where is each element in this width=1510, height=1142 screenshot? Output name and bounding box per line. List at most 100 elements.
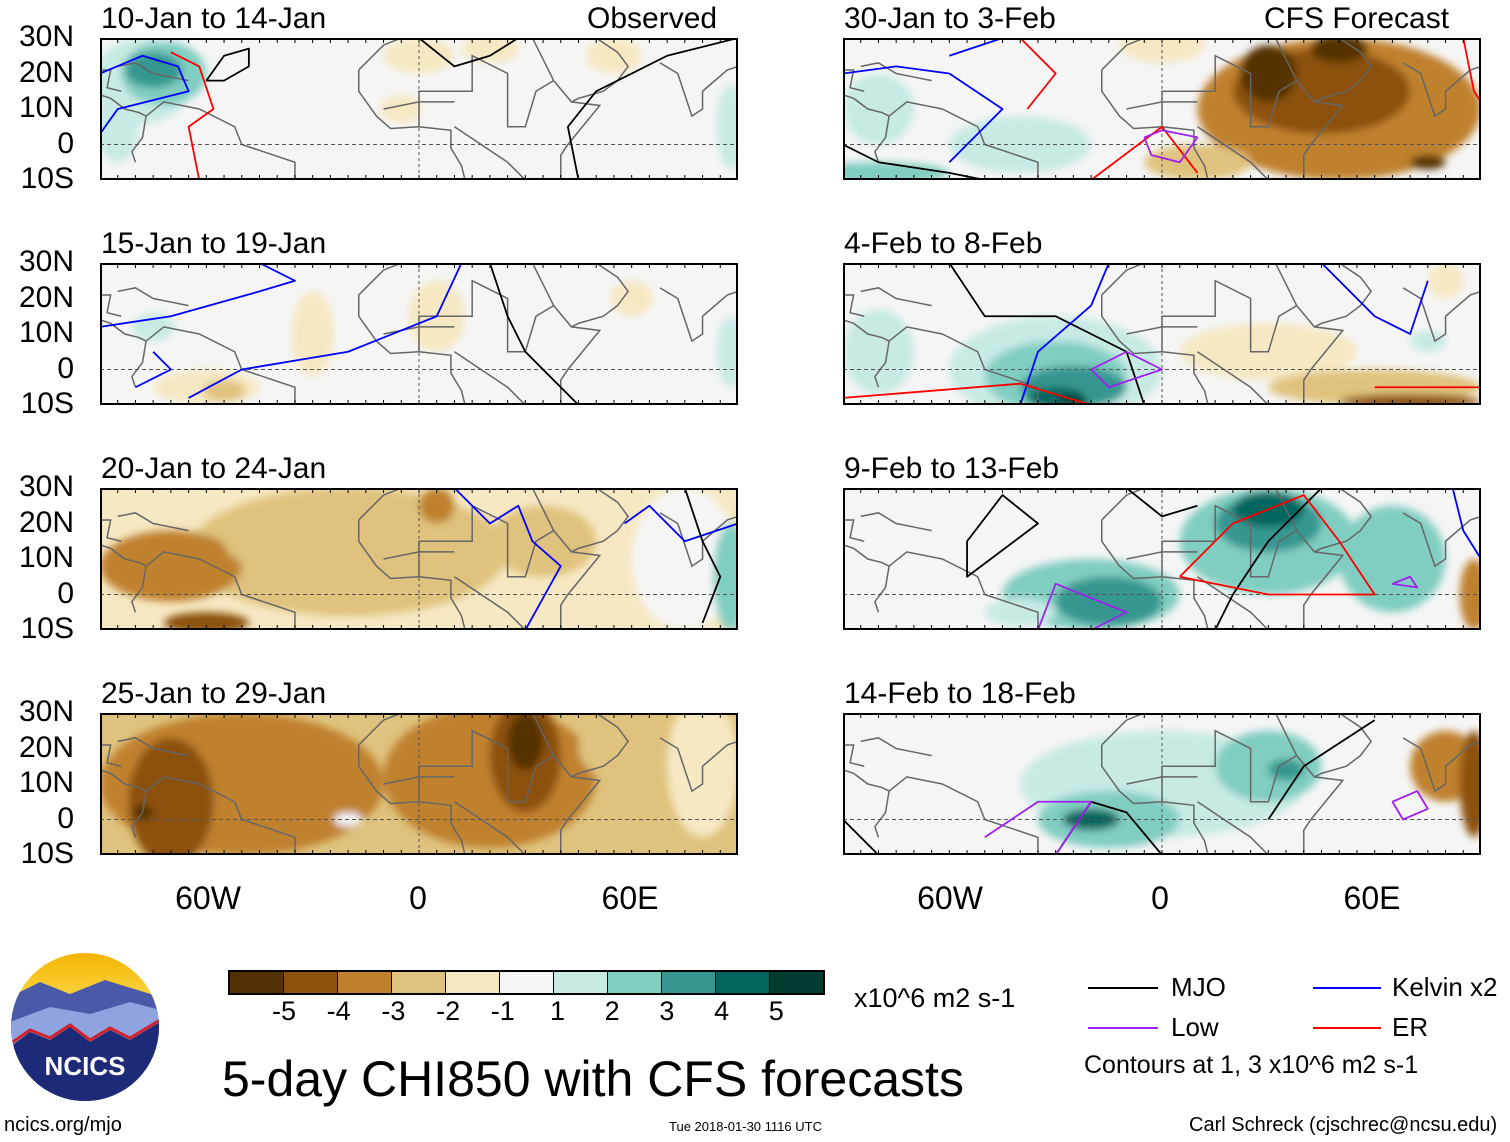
lat-label: 10N	[18, 766, 74, 799]
colorbar-tick: 5	[768, 996, 784, 1026]
coastline	[860, 287, 932, 307]
panel-title: 25-Jan to 29-Jan	[101, 677, 327, 710]
svg-text:NCICS: NCICS	[45, 1051, 126, 1081]
coastline	[418, 729, 555, 803]
anomaly-region	[1144, 144, 1251, 180]
anomaly-region	[124, 52, 182, 88]
mjo-contour	[966, 494, 1039, 578]
anomaly-region	[100, 530, 242, 602]
kelvin-legend-label: Kelvin x2	[1392, 972, 1498, 1002]
kelvin-contour	[624, 504, 738, 543]
coastline	[860, 512, 932, 532]
map-panel	[100, 263, 738, 405]
kelvin-contour	[1019, 263, 1110, 405]
coastline	[358, 488, 402, 521]
anomaly-region	[1268, 759, 1304, 781]
colorbar-tick: 4	[714, 996, 730, 1026]
coastline	[1197, 801, 1269, 855]
map-panel	[100, 488, 738, 630]
coastline	[454, 126, 526, 180]
coastline	[100, 544, 147, 567]
coastline	[571, 488, 630, 553]
coastline	[843, 294, 865, 317]
colorbar-tick: -2	[436, 996, 461, 1026]
coastline	[117, 62, 189, 82]
kelvin-contour	[1451, 488, 1481, 560]
anomaly-region	[585, 38, 643, 74]
lon-label-60w: 60W	[175, 880, 241, 916]
map-panel	[843, 488, 1481, 630]
colorbar-tick: 3	[659, 996, 675, 1026]
anomaly-region	[610, 280, 653, 317]
coastline	[358, 263, 402, 296]
kelvin-legend-line	[1313, 987, 1381, 989]
anomaly-region	[716, 84, 738, 170]
coastline	[1161, 504, 1298, 578]
source-url[interactable]: ncics.org/mjo	[4, 1114, 122, 1136]
colorbar-swatch	[446, 972, 500, 993]
coastline	[1126, 101, 1198, 110]
anomaly-region	[843, 73, 914, 145]
map-panel	[100, 713, 738, 855]
coastline	[131, 326, 296, 405]
coastline	[860, 62, 932, 82]
coastline	[131, 101, 296, 180]
coastline	[100, 744, 122, 767]
anomaly-region	[1410, 330, 1446, 352]
lat-label: 20N	[18, 505, 74, 539]
coastline	[843, 519, 865, 542]
panel-title: 20-Jan to 24-Jan	[101, 452, 327, 485]
coastline	[843, 769, 890, 792]
map-panel	[843, 38, 1481, 180]
anomaly-region	[1459, 559, 1481, 630]
colorbar-swatch	[662, 972, 716, 993]
low-contour	[1391, 790, 1429, 821]
kelvin-contour	[100, 263, 296, 328]
lat-label: 10N	[18, 91, 74, 124]
anomaly-region	[291, 291, 334, 377]
coastline	[1402, 737, 1481, 793]
coastline	[1314, 38, 1373, 103]
panel-title: 15-Jan to 19-Jan	[101, 227, 327, 260]
coastline	[1314, 488, 1373, 553]
low-legend-line	[1088, 1027, 1158, 1029]
coastline	[1126, 326, 1198, 335]
anomaly-region	[843, 162, 950, 180]
lat-label: 30N	[18, 20, 74, 53]
er-legend-line	[1313, 1027, 1381, 1029]
coastline	[1274, 713, 1345, 855]
lat-label: 10N	[18, 541, 74, 574]
lat-label: 30N	[18, 695, 74, 728]
lat-label: 30N	[18, 245, 74, 278]
mjo-contour	[843, 818, 880, 855]
coastline	[117, 287, 189, 307]
anomaly-region	[224, 512, 331, 570]
coastline	[454, 351, 526, 405]
kelvin-contour	[135, 351, 172, 389]
anomaly-region	[843, 309, 914, 395]
colorbar-swatch	[500, 972, 554, 993]
observed-label: Observed	[587, 2, 718, 35]
author-credit: Carl Schreck (cjschrec@ncsu.edu)	[1189, 1114, 1498, 1136]
coastline	[1101, 38, 1145, 71]
lat-label: 0	[57, 126, 74, 160]
colorbar-tick: 1	[549, 996, 566, 1026]
coastline	[531, 713, 602, 855]
coastline	[874, 326, 1039, 405]
kelvin-contour	[949, 38, 1003, 57]
colorbar-swatch	[230, 972, 284, 993]
panel-title: 9-Feb to 13-Feb	[844, 452, 1060, 485]
lat-label: 0	[57, 576, 74, 610]
coastline	[418, 504, 555, 578]
coastline	[100, 94, 147, 117]
er-contour	[843, 382, 1092, 405]
mjo-contour	[418, 38, 519, 68]
coastline	[1101, 488, 1145, 521]
coastline	[100, 519, 122, 542]
colorbar-units: x10^6 m2 s-1	[854, 983, 1016, 1013]
colorbar-swatch	[338, 972, 392, 993]
er-contour	[1462, 38, 1481, 103]
colorbar-tick: -4	[326, 996, 351, 1026]
anomaly-region	[1459, 730, 1481, 838]
anomaly-region	[1310, 38, 1368, 63]
